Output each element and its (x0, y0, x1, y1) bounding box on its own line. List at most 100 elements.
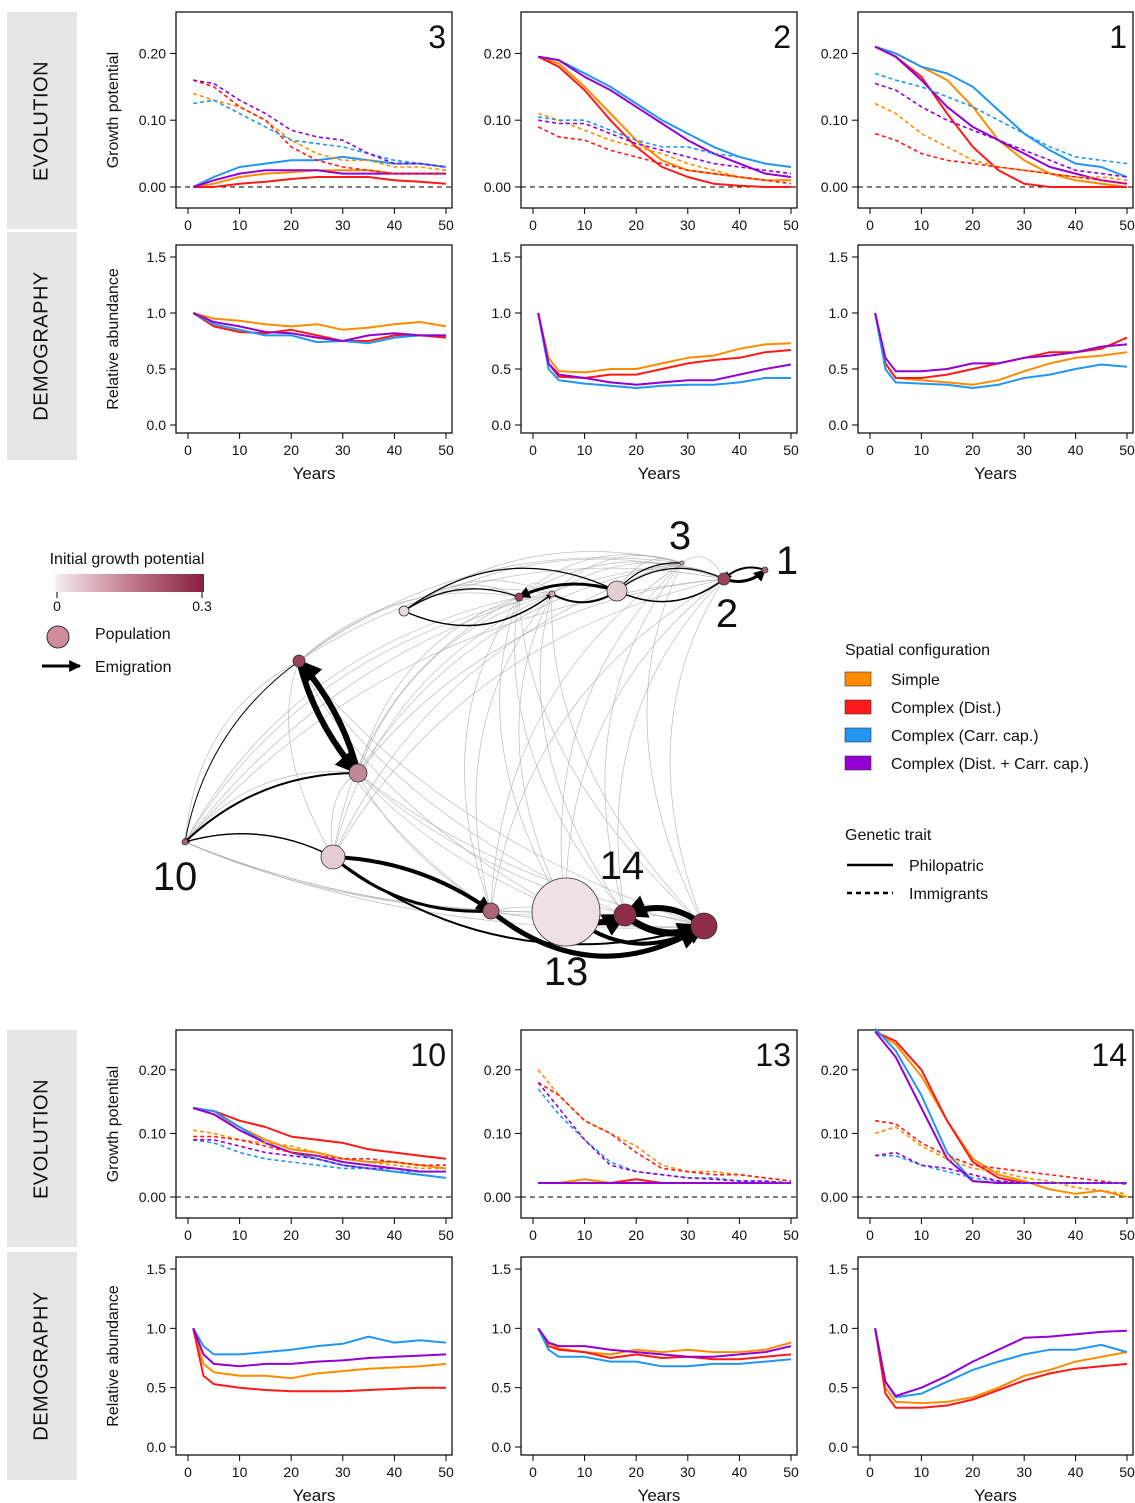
series-line-dist-immigrants (537, 1081, 792, 1182)
plot-frame (857, 1256, 1134, 1456)
y-tick-label: 0.00 (821, 1189, 848, 1205)
population-node (292, 654, 306, 668)
y-tick-label: 0.10 (484, 1125, 511, 1141)
legend: Initial growth potential 0 0.3 Population Em… (42, 551, 1089, 903)
y-tick-label: 0.0 (492, 1439, 512, 1455)
plot-frame (175, 11, 453, 209)
weak-connection (298, 660, 567, 913)
weak-connection (184, 562, 683, 843)
spatial-legend-label: Complex (Dist. + Carr. cap.) (891, 756, 1089, 773)
panel-number: 2 (773, 19, 791, 55)
panel-number: 10 (410, 1037, 446, 1073)
x-tick-label: 20 (283, 217, 299, 233)
series-line-carr-immigrants (538, 116, 792, 168)
x-tick-label: 50 (1119, 1227, 1135, 1243)
x-tick-label: 20 (283, 1227, 299, 1243)
x-tick-label: 30 (1016, 1227, 1032, 1243)
x-tick-label: 10 (914, 217, 930, 233)
y-tick-label: 0.0 (147, 417, 167, 433)
plot-frame (857, 1029, 1134, 1219)
row-tag-evolution-top: EVOLUTION (7, 12, 77, 229)
weak-connection (475, 593, 553, 912)
chart-panel-14-demography: 0.0 0.5 1.0 1.5 0 10 20 30 40 50 Years (829, 1256, 1135, 1503)
weak-connection (332, 593, 553, 858)
emigration-edge (403, 567, 618, 612)
plot-frame (857, 11, 1134, 209)
population-node (761, 566, 769, 574)
node-label-1: 1 (776, 539, 798, 583)
panel-number: 13 (755, 1037, 791, 1073)
emigration-edges (183, 562, 767, 959)
weak-connections (184, 551, 725, 929)
x-tick-label: 50 (438, 1464, 454, 1480)
series-line-carr-philopatric (192, 1327, 447, 1356)
population-node (613, 903, 637, 927)
population-node (690, 912, 718, 940)
y-tick-label: 0.5 (829, 361, 849, 377)
series-line-simple-philopatric (537, 55, 791, 182)
series-line-carr-philopatric (874, 45, 1128, 178)
x-tick-label: 50 (438, 1227, 454, 1243)
x-tick-label: 30 (680, 1464, 696, 1480)
weak-connection (332, 596, 520, 858)
spatial-legend-title: Spatial configuration (845, 642, 990, 659)
chart-panel-14-evolution: 0.00 0.10 0.20 0 10 20 30 40 50 14 (821, 1027, 1135, 1243)
plot-frame (520, 1256, 798, 1456)
population-node (181, 838, 189, 846)
series-line-both-philopatric (538, 55, 792, 178)
row-tag-evolution-bottom: EVOLUTION (7, 1030, 77, 1247)
weak-connection (403, 551, 683, 612)
emigration-legend-label: Emigration (95, 659, 171, 676)
growth-colorbar (55, 574, 204, 592)
x-tick-label: 40 (387, 217, 403, 233)
series-line-both-immigrants (538, 119, 792, 175)
x-tick-label: 50 (438, 217, 454, 233)
node-label-14: 14 (600, 844, 645, 888)
chart-panel-13-evolution: 0.00 0.10 0.20 0 10 20 30 40 50 13 (484, 1029, 799, 1243)
series-line-dist-immigrants (874, 1119, 1128, 1186)
plot-frame (175, 1029, 453, 1219)
weak-connection (332, 578, 725, 858)
emigration-edge (332, 855, 492, 913)
emigration-edge (489, 909, 706, 959)
row-tag-demography-top: DEMOGRAPHY (7, 232, 77, 460)
weak-connection (518, 593, 567, 913)
x-tick-label: 30 (1016, 442, 1032, 458)
y-tick-label: 0.20 (484, 45, 511, 61)
x-tick-label: 40 (387, 1227, 403, 1243)
x-tick-label: 0 (184, 1227, 192, 1243)
x-tick-label: 0 (184, 217, 192, 233)
x-tick-label: 50 (783, 442, 799, 458)
spatial-legend-label: Complex (Carr. cap.) (891, 728, 1039, 745)
series-line-dist-immigrants (193, 1135, 446, 1166)
series-line-both-philopatric (537, 1327, 792, 1358)
emigration-edge (332, 856, 705, 946)
x-tick-label: 20 (965, 1227, 981, 1243)
series-line-carr-philopatric (537, 1327, 792, 1368)
y-tick-label: 0.5 (829, 1380, 849, 1396)
series-line-dist-philopatric (193, 1107, 447, 1160)
y-axis-label: Growth potential (105, 52, 122, 169)
series-line-both-philopatric (874, 45, 1128, 185)
x-tick-label: 10 (232, 442, 248, 458)
spatial-legend-label: Complex (Dist.) (891, 700, 1001, 717)
series-line-carr-philopatric (874, 1027, 1127, 1184)
x-tick-label: 10 (232, 1227, 248, 1243)
y-tick-label: 0.00 (484, 179, 511, 195)
network-diagram: 123 10 13 14 (153, 514, 798, 994)
x-tick-label: 30 (1016, 1464, 1032, 1480)
series-line-carr-immigrants (874, 72, 1128, 165)
growth-legend-title: Initial growth potential (50, 551, 205, 568)
node-label-10: 10 (153, 855, 198, 899)
y-tick-label: 1.0 (492, 305, 512, 321)
series-line-simple-philopatric (874, 1328, 1128, 1405)
x-tick-label: 40 (732, 1227, 748, 1243)
series-line-both-philopatric (874, 312, 1128, 373)
x-tick-label: 30 (335, 442, 351, 458)
plot-frame (520, 11, 798, 209)
x-axis-label: Years (638, 1486, 681, 1503)
colorbar-min-label: 0 (53, 598, 61, 614)
weak-connection (298, 592, 520, 662)
chart-panel-10-demography: 0.0 0.5 1.0 1.5 0 10 20 30 40 50 Relative abundanc… (105, 1256, 454, 1503)
